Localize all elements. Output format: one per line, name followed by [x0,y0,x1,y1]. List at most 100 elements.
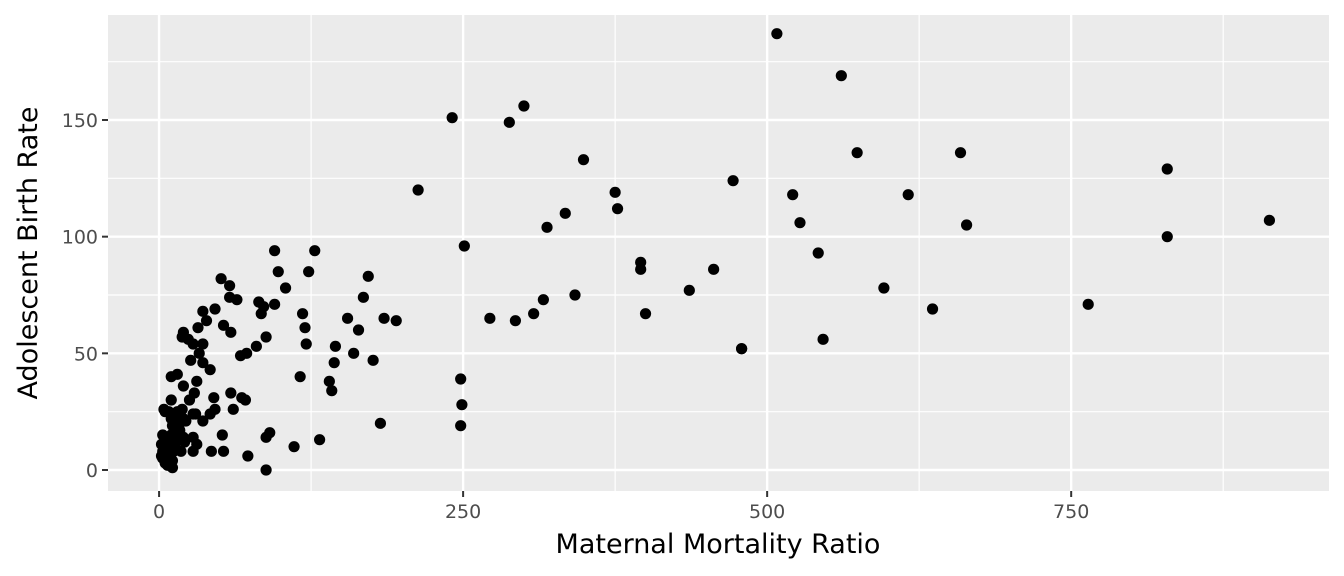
data-point [1263,214,1276,226]
data-point [528,308,540,320]
data-point [217,445,230,457]
data-point [878,282,890,294]
data-point [269,245,281,257]
data-point [787,189,799,201]
data-point [288,441,300,453]
data-point [455,420,467,432]
data-point [541,221,553,233]
data-point [708,263,720,275]
data-point [328,357,340,369]
data-point [341,312,354,324]
data-point [771,28,783,40]
x-axis-title: Maternal Mortality Ratio [556,529,881,560]
data-point [172,422,185,434]
data-point [503,116,515,128]
x-tick-label: 0 [153,501,165,523]
data-point [817,333,829,345]
data-point [158,403,170,415]
data-point [559,207,571,219]
data-point [609,186,621,198]
data-point [736,343,748,355]
data-point [326,385,338,397]
minor-gridlines [108,15,1329,491]
data-point [509,315,522,327]
y-tick-label: 0 [86,460,98,482]
data-point [163,455,175,467]
data-point [216,429,228,441]
data-point [1082,298,1094,310]
data-point [352,324,365,336]
data-point [264,427,276,439]
y-axis-ticks: 0 50 100 150 [62,110,108,482]
x-axis-ticks: 0 250 500 750 [153,491,1089,523]
data-point [234,350,247,362]
data-point [296,308,309,320]
data-point [390,315,402,327]
data-point [279,282,292,294]
data-point [300,338,312,350]
data-point [208,392,220,404]
data-point [456,399,468,411]
data-point [299,322,311,334]
data-point [197,357,209,369]
data-point [1161,163,1173,175]
data-point [537,294,549,306]
data-point [1161,231,1173,243]
data-point [569,289,581,301]
data-point [851,147,863,159]
data-point [260,331,272,343]
x-tick-label: 500 [749,501,785,523]
data-point [204,408,216,420]
data-point [187,445,199,457]
data-point [303,266,315,278]
data-point [835,70,847,82]
major-gridlines [108,15,1329,491]
data-point [260,464,272,476]
data-point [323,375,335,387]
plot-panel [108,15,1329,491]
data-point [183,394,196,406]
data-point [272,266,284,278]
data-point [794,217,806,229]
data-point [639,308,652,320]
data-point [192,322,204,334]
data-point [348,347,360,359]
data-point [160,443,172,455]
data-point [446,112,458,124]
data-point [177,380,190,392]
data-point [209,303,221,315]
x-tick-label: 750 [1053,501,1089,523]
x-tick-label: 250 [445,501,481,523]
data-point [215,273,227,285]
data-point [227,403,239,415]
data-point [683,284,695,296]
data-point [362,270,374,282]
data-point [412,184,424,196]
data-point [225,387,237,399]
data-point [182,333,194,345]
data-point [455,373,467,385]
data-point [374,417,387,429]
data-point [171,368,183,380]
data-point [191,375,203,387]
data-point [157,429,169,441]
y-tick-label: 150 [62,110,98,132]
data-point [231,294,243,306]
data-point [165,394,177,406]
data-point [193,347,205,359]
data-point [902,189,914,201]
data-point [197,338,209,350]
y-axis-title: Adolescent Birth Rate [13,107,44,400]
data-point [189,408,202,420]
data-point [357,291,369,303]
data-points [155,28,1276,476]
data-point [314,434,326,446]
data-point [185,354,197,366]
data-point [269,298,281,310]
data-point [635,263,647,275]
data-point [204,364,216,376]
data-point [165,413,177,425]
data-point [169,441,181,453]
data-point [484,312,496,324]
